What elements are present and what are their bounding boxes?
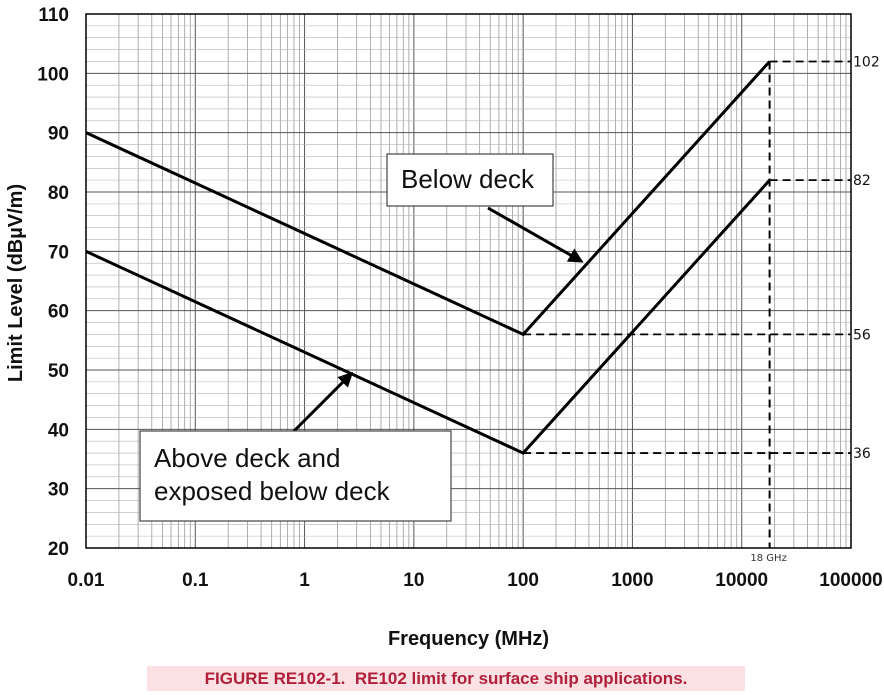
x-tick-label: 100000 — [819, 570, 882, 591]
y-tick-label: 30 — [48, 480, 69, 501]
y-tick-label: 50 — [48, 361, 69, 382]
x-tick-label: 100 — [507, 570, 539, 591]
x-tick-label: 0.01 — [68, 570, 105, 591]
figure-caption: FIGURE RE102-1. RE102 limit for surface … — [147, 666, 745, 691]
y-tick-label: 80 — [48, 183, 69, 204]
x-tick-label: 1000 — [611, 570, 653, 591]
callout-arrow — [291, 371, 354, 434]
callout-box — [139, 430, 452, 522]
y-tick-label: 70 — [48, 242, 69, 263]
x-tick-label: 10000 — [715, 570, 768, 591]
y-tick-label: 100 — [37, 64, 69, 85]
y-tick-label: 40 — [48, 420, 69, 441]
y-axis-label: Limit Level (dBµV/m) — [5, 184, 27, 382]
callout-text: Above deck and — [154, 443, 340, 473]
callout-text: exposed below deck — [154, 476, 391, 506]
x-tick-label: 0.1 — [182, 570, 209, 591]
callout-arrow — [487, 206, 584, 263]
right-level-label: 36 — [853, 446, 871, 462]
y-tick-label: 90 — [48, 124, 69, 145]
y-tick-labels: 20 30 40 50 60 70 80 90 100 110 — [37, 5, 69, 560]
plot-frame — [85, 13, 852, 549]
y-tick-label: 20 — [48, 539, 69, 560]
y-tick-label: 110 — [38, 5, 69, 26]
right-level-label: 82 — [853, 173, 871, 189]
x-tick-label: 10 — [403, 570, 424, 591]
marker-frequency-label: 18 GHz — [750, 553, 786, 564]
series-line — [85, 179, 771, 455]
series-line — [85, 60, 771, 337]
x-axis-label: Frequency (MHz) — [388, 628, 549, 650]
series-lines — [85, 60, 771, 455]
reference-lines — [523, 60, 851, 548]
right-level-label: 56 — [853, 327, 871, 343]
callout-text: Below deck — [401, 164, 535, 194]
right-level-labels: 102 82 56 36 — [853, 54, 880, 462]
callout-box — [386, 153, 554, 207]
x-tick-label: 1 — [299, 570, 310, 591]
x-tick-labels: 0.01 0.1 1 10 100 1000 10000 100000 — [68, 570, 883, 591]
right-level-label: 102 — [853, 54, 880, 70]
y-tick-label: 60 — [48, 302, 69, 323]
